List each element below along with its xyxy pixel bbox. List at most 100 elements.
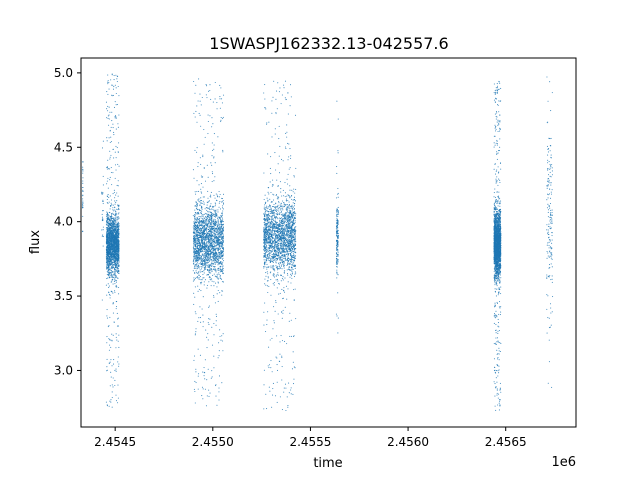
data-point xyxy=(194,229,196,231)
data-point xyxy=(206,97,208,99)
data-point xyxy=(289,312,291,314)
data-point xyxy=(115,305,118,308)
data-point xyxy=(194,240,196,242)
data-point xyxy=(208,259,210,261)
data-point xyxy=(209,239,211,241)
data-point xyxy=(115,275,117,277)
data-point xyxy=(220,87,222,89)
data-point xyxy=(113,225,115,227)
data-point xyxy=(199,157,201,159)
data-point xyxy=(109,219,111,221)
data-point xyxy=(207,190,209,192)
data-point xyxy=(222,235,224,237)
data-point xyxy=(108,221,110,223)
data-point xyxy=(198,278,200,280)
data-point xyxy=(207,256,210,258)
data-point xyxy=(209,268,211,270)
data-point xyxy=(222,219,224,221)
data-point xyxy=(196,213,198,215)
data-points xyxy=(82,73,554,412)
data-point xyxy=(222,251,224,253)
data-point xyxy=(218,253,220,255)
data-point xyxy=(106,233,108,235)
data-point xyxy=(210,194,212,196)
data-point xyxy=(263,265,265,268)
data-point xyxy=(101,216,103,218)
data-point xyxy=(112,302,114,304)
data-point xyxy=(196,219,198,221)
data-point xyxy=(206,244,208,246)
data-point xyxy=(108,196,110,198)
data-point xyxy=(202,226,204,228)
data-point xyxy=(112,246,114,248)
data-point xyxy=(111,281,113,283)
data-point xyxy=(109,256,111,258)
data-point xyxy=(106,370,108,372)
data-point xyxy=(200,260,202,262)
data-point xyxy=(208,222,210,224)
data-point xyxy=(222,257,224,259)
data-point xyxy=(205,220,207,222)
data-point xyxy=(211,171,213,173)
data-point xyxy=(113,321,115,323)
data-point xyxy=(204,223,207,225)
data-point xyxy=(107,273,109,275)
data-point xyxy=(109,208,111,210)
data-point xyxy=(201,266,203,268)
data-point xyxy=(200,220,202,222)
data-point xyxy=(117,163,119,165)
data-point xyxy=(196,238,198,240)
data-point xyxy=(109,269,111,271)
data-point xyxy=(218,387,220,389)
data-point xyxy=(199,222,201,224)
data-point xyxy=(113,273,115,275)
data-point xyxy=(221,268,223,271)
data-point xyxy=(201,308,203,310)
data-point xyxy=(106,309,108,311)
data-point xyxy=(212,250,214,252)
data-point xyxy=(116,325,119,327)
data-point xyxy=(194,116,196,118)
data-point xyxy=(210,265,212,267)
data-point xyxy=(195,225,197,227)
data-point xyxy=(108,239,111,241)
data-point xyxy=(109,255,111,257)
data-point xyxy=(113,134,115,136)
data-point xyxy=(208,260,211,262)
data-point xyxy=(195,242,197,244)
data-point xyxy=(196,147,198,149)
data-point xyxy=(112,207,114,209)
data-point xyxy=(201,243,203,245)
data-point xyxy=(114,262,116,264)
data-point xyxy=(211,117,213,119)
data-point xyxy=(193,216,196,218)
data-point xyxy=(112,172,114,174)
data-point xyxy=(199,100,201,102)
data-point xyxy=(107,218,109,221)
data-point xyxy=(110,222,112,224)
data-point xyxy=(108,168,110,170)
data-point xyxy=(206,209,208,211)
data-point xyxy=(106,214,108,216)
data-point xyxy=(110,399,112,401)
data-point xyxy=(107,283,109,285)
data-point xyxy=(212,215,214,217)
data-point xyxy=(115,284,117,286)
data-point xyxy=(222,221,225,223)
data-point xyxy=(116,104,118,106)
data-point xyxy=(217,300,219,303)
data-point xyxy=(217,278,219,280)
data-point xyxy=(117,85,119,88)
data-point xyxy=(207,250,209,252)
data-point xyxy=(287,281,289,283)
data-point xyxy=(113,106,116,109)
data-point xyxy=(205,219,207,221)
data-point xyxy=(211,244,213,246)
data-point xyxy=(209,223,211,225)
data-point xyxy=(206,379,208,381)
data-point xyxy=(221,230,223,232)
data-point xyxy=(287,173,289,175)
data-point xyxy=(206,395,208,397)
data-point xyxy=(111,254,113,256)
data-point xyxy=(118,252,120,254)
